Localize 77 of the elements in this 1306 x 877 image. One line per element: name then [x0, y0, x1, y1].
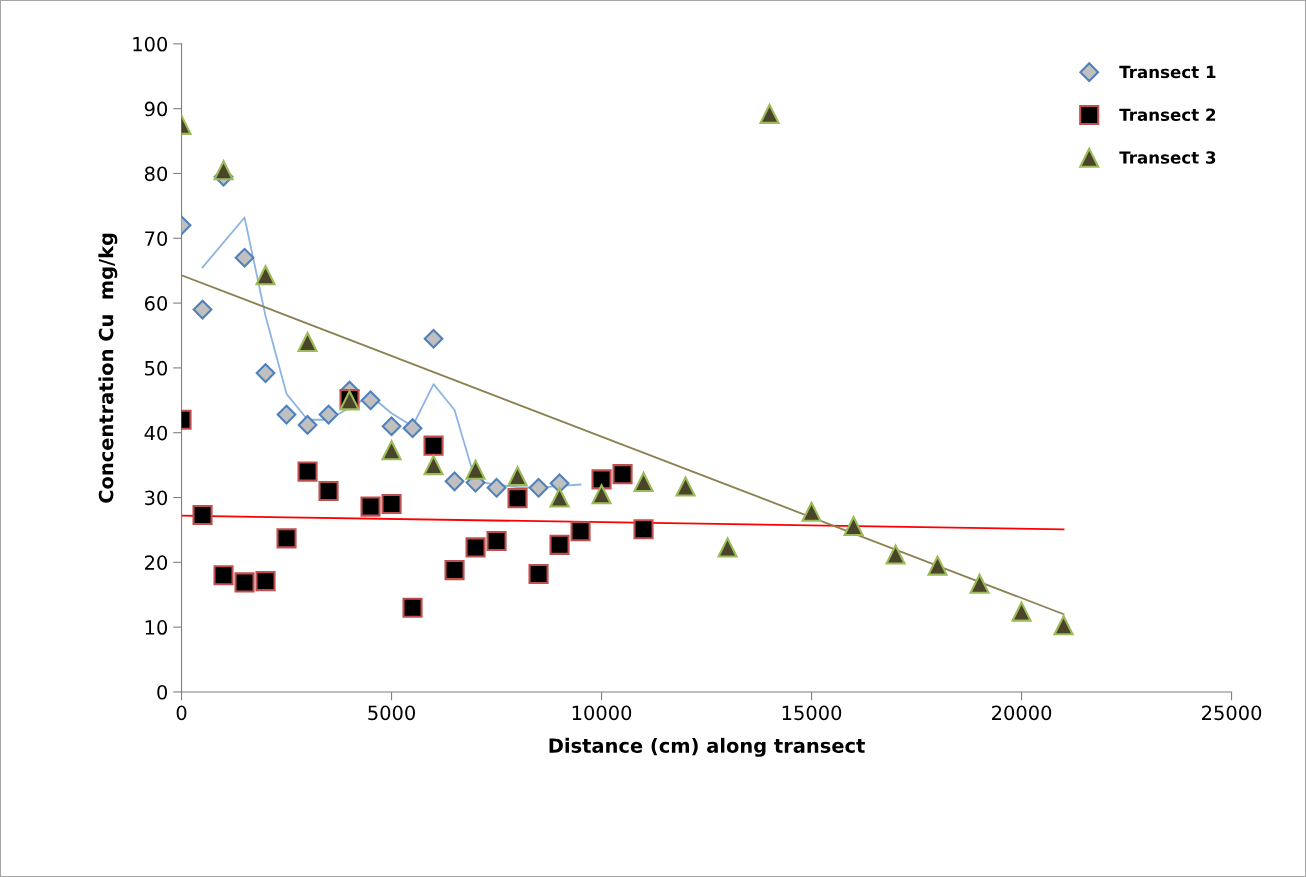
point [969, 573, 990, 594]
point [465, 537, 486, 558]
point [549, 473, 570, 494]
point [423, 455, 444, 476]
point [381, 493, 402, 515]
point [612, 464, 633, 485]
point [234, 247, 255, 268]
point [360, 496, 381, 517]
x-tick-label: 10000 [572, 705, 632, 721]
y-tick-label: 40 [144, 425, 168, 441]
point [507, 466, 528, 487]
point [297, 331, 318, 353]
point [234, 572, 255, 593]
point [255, 265, 276, 286]
point [360, 390, 381, 411]
y-tick-label: 60 [144, 296, 168, 311]
point [843, 515, 864, 537]
legend-label: Transect 2 [1119, 108, 1216, 122]
point [423, 328, 444, 349]
point [444, 560, 465, 581]
point [528, 563, 549, 585]
point [381, 440, 402, 461]
point [885, 544, 906, 565]
point [192, 504, 213, 526]
point [591, 469, 612, 490]
y-tick-label: 100 [133, 36, 168, 52]
y-tick-label: 80 [144, 166, 168, 182]
point [297, 461, 318, 482]
point [717, 537, 738, 558]
x-tick-label: 20000 [992, 705, 1052, 721]
point [213, 160, 234, 181]
y-tick-label: 20 [145, 555, 168, 570]
point [675, 476, 696, 497]
point [633, 471, 654, 493]
point [381, 416, 402, 437]
x-tick-label: 5000 [368, 705, 415, 721]
y-axis-title: Concentration Cu mg/kg [98, 233, 118, 503]
point [633, 519, 654, 540]
x-tick-label: 25000 [1202, 705, 1262, 721]
point [444, 471, 465, 492]
y-tick-label: 70 [145, 231, 168, 246]
y-tick-label: 30 [145, 490, 168, 506]
point [759, 103, 780, 124]
x-axis-title: Distance (cm) along transect [549, 737, 865, 757]
point [423, 435, 444, 456]
legend-label: Transect 1 [1119, 65, 1216, 79]
point [507, 488, 528, 509]
point [255, 571, 276, 592]
point [465, 459, 486, 480]
legend-label: Transect 3 [1119, 151, 1216, 164]
y-tick-label: 50 [145, 360, 168, 376]
point [549, 487, 570, 508]
point [1011, 601, 1032, 622]
point [255, 363, 276, 383]
point [318, 404, 339, 425]
point [591, 484, 612, 505]
point [927, 555, 948, 576]
point [318, 480, 339, 502]
point [213, 565, 234, 586]
point [1053, 615, 1074, 636]
point [801, 501, 822, 522]
point [402, 418, 423, 439]
x-tick-label: 15000 [782, 705, 842, 721]
point [276, 528, 297, 549]
point [297, 415, 318, 435]
y-tick-label: 0 [157, 684, 168, 700]
point [528, 477, 549, 498]
point [570, 521, 591, 542]
point [549, 534, 570, 555]
point [486, 477, 507, 498]
point [276, 404, 297, 425]
x-tick-label: 0 [176, 705, 187, 721]
y-tick-label: 10 [145, 620, 168, 635]
point [192, 299, 213, 320]
point [402, 597, 423, 618]
point [486, 530, 507, 552]
y-tick-label: 90 [144, 101, 168, 117]
